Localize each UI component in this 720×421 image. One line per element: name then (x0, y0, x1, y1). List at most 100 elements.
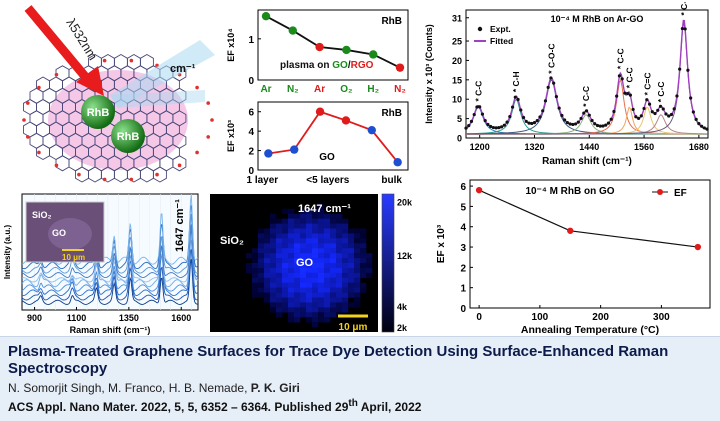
map-pixel (294, 292, 301, 298)
map-pixel (318, 312, 325, 318)
map-pixel (354, 267, 361, 274)
experiment-point (486, 122, 490, 127)
experiment-point (683, 27, 687, 31)
map-pixel (336, 258, 343, 264)
map-pixel (300, 312, 307, 318)
map-pixel (270, 287, 277, 293)
fit-component (465, 114, 708, 135)
map-pixel (282, 218, 289, 224)
map-pixel (252, 253, 259, 259)
map-pixel (300, 267, 307, 274)
map-pixel (300, 287, 307, 293)
x-tick-label: 1680 (689, 142, 709, 152)
x-axis-label: Raman shift (cm⁻¹) (542, 156, 632, 167)
map-pixel (342, 297, 349, 303)
x-axis-label: Raman shift (cm⁻¹) (70, 325, 151, 335)
experiment-point (500, 125, 504, 129)
experiment-point (612, 109, 616, 114)
oxygen-atom (22, 118, 26, 122)
map-pixel (312, 302, 319, 308)
map-pixel (276, 312, 283, 318)
peak-label: * C-C (656, 81, 666, 102)
experiment-point (658, 104, 663, 108)
map-pixel (252, 263, 259, 269)
oxygen-atom (26, 101, 30, 105)
experiment-point (623, 91, 627, 95)
oxygen-atom (77, 172, 81, 177)
peak-label: * C-C (624, 67, 634, 88)
map-pixel (300, 228, 307, 234)
map-pixel (312, 263, 319, 269)
x-tick-label: N₂ (394, 84, 406, 95)
map-pixel (342, 243, 349, 249)
map-pixel (336, 248, 343, 254)
experiment-point (691, 110, 695, 114)
experiment-point (554, 95, 559, 99)
map-pixel (276, 228, 283, 234)
series-line (268, 110, 399, 163)
map-pixel (282, 272, 289, 279)
x-tick-label: 300 (653, 312, 670, 323)
map-pixel (324, 317, 331, 323)
map-pixel (300, 253, 307, 259)
data-point (694, 243, 702, 251)
map-pixel (330, 248, 337, 254)
map-pixel (330, 253, 337, 259)
map-pixel (294, 272, 301, 279)
map-pixel (324, 267, 331, 274)
colorbar-tick-label: 2k (397, 323, 408, 333)
map-pixel (276, 277, 283, 284)
peak-label: * C-C (615, 48, 625, 69)
map-pixel (294, 233, 301, 239)
map-pixel (324, 258, 331, 264)
map-pixel (306, 233, 313, 239)
map-pixel (342, 307, 349, 313)
map-pixel (300, 282, 307, 288)
map-pixel (318, 292, 325, 298)
map-pixel (294, 302, 301, 308)
experiment-point (595, 123, 600, 128)
map-pixel (312, 208, 319, 215)
map-pixel (270, 292, 277, 298)
x-tick-label: 1600 (171, 313, 191, 323)
wavenumber-label: cm⁻¹ (170, 63, 196, 75)
author-list: N. Somorjit Singh, M. Franco, H. B. Nema… (8, 381, 300, 395)
y-axis-label: EF x 10³ (436, 224, 447, 263)
map-pixel (324, 302, 331, 308)
experiment-point (502, 123, 506, 127)
peak-label: * C-C (679, 2, 689, 15)
map-pixel (336, 223, 343, 229)
map-pixel (252, 287, 259, 293)
map-pixel (300, 208, 307, 215)
map-pixel (318, 208, 325, 215)
experiment-point (675, 94, 679, 98)
data-point (261, 11, 271, 21)
map-pixel (300, 218, 307, 224)
experiment-point (549, 76, 553, 80)
experiment-point (661, 107, 665, 111)
map-pixel (318, 267, 325, 274)
map-pixel (246, 267, 253, 274)
experiment-point (650, 110, 654, 114)
citation-end: April, 2022 (357, 400, 422, 414)
y-tick-label: 1 (460, 284, 466, 295)
series-line (478, 189, 698, 248)
map-pixel (354, 228, 361, 234)
experiment-point (563, 118, 567, 122)
experiment-point (664, 112, 668, 116)
map-pixel (270, 218, 277, 224)
experiment-point (705, 127, 709, 131)
map-pixel (276, 248, 283, 254)
map-pixel (306, 218, 313, 224)
map-pixel (360, 228, 367, 234)
experiment-point (672, 107, 676, 111)
map-pixel (336, 292, 343, 298)
map-pixel (258, 253, 265, 259)
map-pixel (348, 228, 355, 234)
map-pixel (252, 267, 259, 274)
experiment-point (634, 115, 638, 119)
map-pixel (324, 297, 331, 303)
map-pixel (276, 258, 283, 264)
map-pixel (354, 272, 361, 279)
lattice-hexagon (152, 166, 167, 183)
